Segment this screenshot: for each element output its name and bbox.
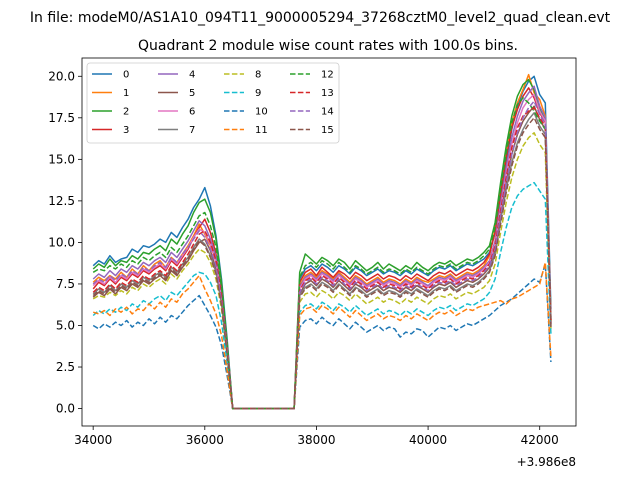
legend-label-13: 13 [321,88,334,99]
legend-label-3: 3 [123,125,129,136]
legend-label-0: 0 [123,70,129,81]
x-tick-label: 34000 [74,433,112,447]
legend-label-10: 10 [255,107,268,118]
legend-label-8: 8 [255,70,261,81]
series-line-13 [92,107,552,410]
x-tick-label: 38000 [297,433,335,447]
figure-suptitle: In file: modeM0/AS1A10_094T11_9000005294… [30,10,611,26]
series-line-7 [92,112,552,410]
legend-frame [86,62,340,144]
series-line-2 [92,78,552,410]
series-line-8 [92,132,552,410]
legend-label-15: 15 [321,125,334,136]
legend-label-5: 5 [189,88,195,99]
series-line-5 [92,105,552,410]
legend-label-11: 11 [255,125,268,136]
legend-label-4: 4 [189,70,195,81]
x-tick-label: 40000 [409,433,447,447]
x-tick-label: 36000 [186,433,224,447]
y-tick-label: 12.5 [48,194,75,208]
legend-label-7: 7 [189,125,195,136]
series-line-3 [92,87,552,410]
y-tick-label: 0.0 [56,402,75,416]
series-line-9 [92,181,552,410]
series-line-4 [92,85,552,410]
series-line-6 [92,93,552,410]
y-tick-label: 15.0 [48,152,75,166]
y-tick-label: 17.5 [48,111,75,125]
y-axis: 0.0 2.5 5.0 7.5 10.0 12.5 15.0 17.5 20.0 [48,69,82,416]
series-line-12 [92,97,552,410]
legend-label-9: 9 [255,88,261,99]
y-tick-label: 2.5 [56,360,75,374]
y-tick-label: 10.0 [48,235,75,249]
legend-label-6: 6 [189,107,195,118]
series-line-14 [92,100,552,410]
series-line-15 [92,117,552,410]
series-line-10 [92,263,552,410]
x-tick-label: 42000 [521,433,559,447]
series-line-11 [92,261,552,410]
y-tick-label: 5.0 [56,318,75,332]
x-axis: 34000 36000 38000 40000 42000 [74,426,559,447]
series-line-0 [92,75,552,410]
legend-label-2: 2 [123,107,129,118]
legend-label-1: 1 [123,88,129,99]
series-layer [92,73,552,410]
legend-label-12: 12 [321,70,334,81]
chart-title: Quadrant 2 module wise count rates with … [138,38,518,54]
series-line-1 [92,73,552,410]
legend-label-14: 14 [321,107,334,118]
y-tick-label: 7.5 [56,277,75,291]
y-tick-label: 20.0 [48,69,75,83]
x-axis-offset-label: +3.986e8 [517,455,576,469]
